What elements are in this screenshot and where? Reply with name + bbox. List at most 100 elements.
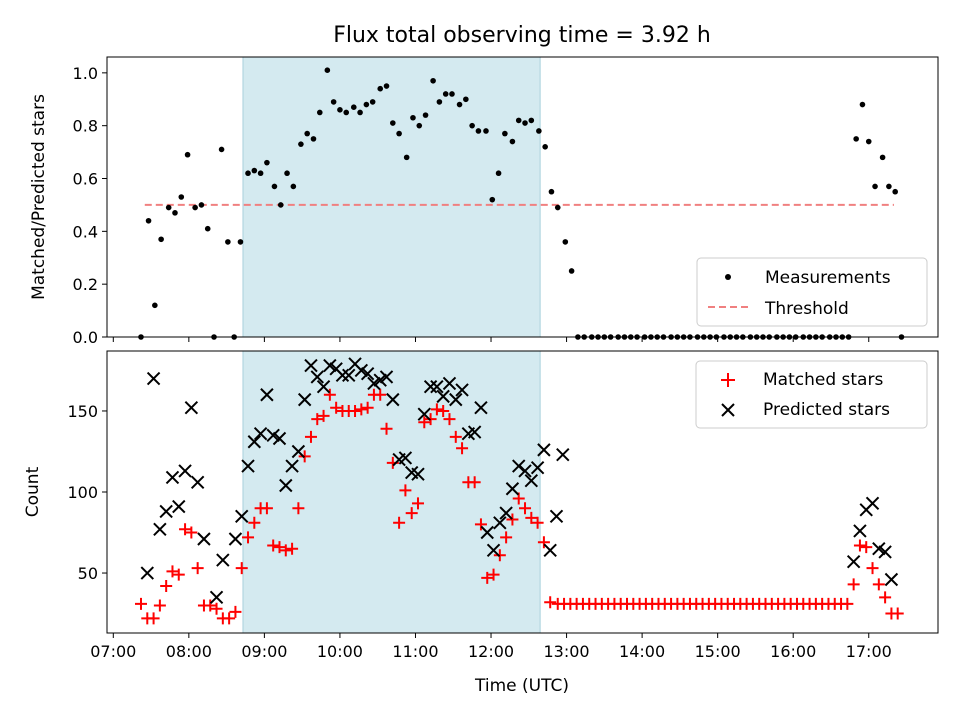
measurement-point [237,239,244,245]
measurement-point [449,91,455,97]
matched-stars-point [248,516,261,529]
matched-stars-point [204,599,217,612]
predicted-stars-point [209,590,224,605]
predicted-stars-point [442,376,457,391]
predicted-stars-point [304,358,318,373]
y-tick-label: 0.2 [73,275,98,294]
matched-stars-point [474,518,487,531]
matched-stars-point [166,565,179,578]
matched-stars-point [456,442,469,455]
predicted-stars-point [197,532,211,546]
x-tick-label: 14:00 [619,642,665,661]
predicted-stars-point [455,383,469,397]
measurement-point [277,202,284,208]
y-tick-label: 1.0 [73,64,98,83]
matched-stars-point [424,413,437,426]
matched-stars-point [531,516,544,529]
bottom-legend: Matched stars Predicted stars [695,360,928,429]
matched-stars-point [273,541,286,554]
matched-stars-point [399,484,412,497]
matched-stars-point [242,531,255,544]
predicted-stars-point [216,553,230,567]
y-tick-label: 150 [67,402,98,421]
matched-stars-point [437,404,450,417]
predicted-stars-point [190,475,205,489]
predicted-stars-point [853,524,867,538]
matched-stars-point [298,450,311,463]
legend-predicted-stars: Predicted stars [763,400,890,420]
measurement-point [184,151,191,158]
predicted-stars-point [430,379,444,394]
top-x-ticks [112,337,870,342]
matched-stars-point [323,388,336,401]
measurements-legend-marker [725,274,731,280]
matched-stars-point [430,403,443,416]
predicted-stars-point [467,425,482,439]
measurement-point [475,128,482,134]
bottom-observing-interval [242,350,541,634]
measurement-point [158,236,164,243]
measurement-point [343,109,350,116]
measurement-point [872,183,878,190]
measurement-point [542,144,548,150]
bottom-y-ticks: 50 100 150 [67,402,107,583]
measurement-point [562,239,569,245]
predicted-stars-point [316,379,331,394]
matched-stars-point [847,578,860,591]
matched-stars-point [147,612,160,625]
measurement-point [554,204,561,211]
predicted-stars-point [872,542,886,556]
measurement-point [350,104,357,110]
matched-stars-point [487,568,500,581]
matched-stars-point [380,422,393,435]
predicted-stars-point [543,543,557,558]
measurement-point [442,91,449,97]
predicted-stars-point [474,401,488,415]
measurement-point [456,101,463,108]
predicted-stars-point [360,366,375,381]
measurement-point [369,99,376,105]
matched-stars-point [361,401,374,414]
predicted-stars-point [285,459,299,473]
matched-stars-point [405,507,418,520]
matched-stars-point [153,599,166,612]
y-tick-label: 100 [67,483,98,502]
bottom-panel: 50 100 150 07:00 08:00 09:00 10:00 11:00 12:00 1… [23,350,939,696]
predicted-stars-point [146,371,161,386]
top-legend: Measurements Threshold [696,257,928,327]
top-panel: 0.0 0.2 0.4 0.6 0.8 1.0 Flux total observing … [29,23,939,347]
predicted-stars-point [228,532,243,546]
predicted-stars-point [153,522,167,536]
x-tick-label: 16:00 [770,642,816,661]
matched-stars-point [866,562,879,575]
predicted-stars-point [436,389,450,404]
measurement-point [218,146,225,153]
matched-stars-point [160,580,173,592]
measurement-point [495,170,502,177]
predicted-stars-point [524,473,539,488]
measurement-point [489,196,496,203]
matched-legend-marker [721,373,735,387]
matched-stars-point [449,430,462,443]
top-observing-interval [242,56,541,338]
predicted-stars-point [178,464,192,478]
predicted-stars-point [556,448,570,462]
predicted-stars-point [386,392,400,407]
matched-stars-point [279,544,292,557]
matched-stars-point [512,492,525,505]
predicted-stars-point [335,368,350,383]
predicted-stars-point [354,363,369,378]
measurement-point [483,128,489,134]
measurement-point [865,138,872,145]
x-tick-label: 10:00 [317,642,363,661]
measurement-point [363,101,370,108]
bottom-legend-box [695,360,928,429]
predicted-stars-point [272,431,287,446]
matched-stars-point [418,416,431,429]
predicted-stars-point [878,545,892,559]
measurement-point [310,136,317,142]
measurement-point [469,122,475,129]
predicted-stars-point [549,509,564,524]
predicted-stars-point [537,443,551,457]
predicted-stars-point [367,376,381,391]
